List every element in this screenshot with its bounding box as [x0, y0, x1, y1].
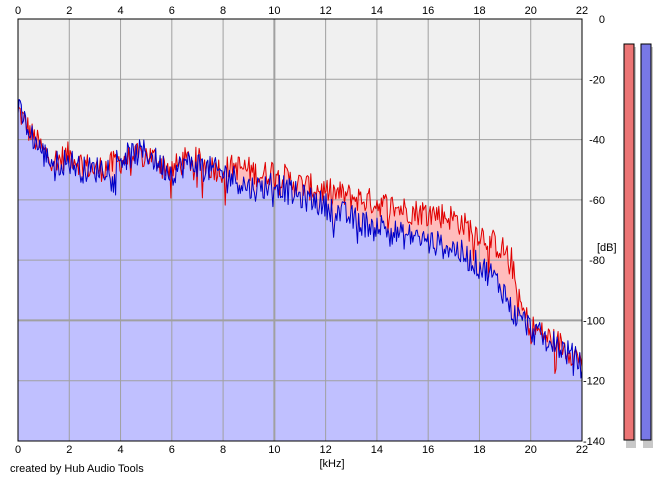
x-tick-top-22: 22 — [576, 5, 588, 17]
x-tick-top-8: 8 — [220, 5, 226, 17]
y-tick--40: -40 — [589, 135, 605, 147]
spectrum-lines — [17, 99, 583, 379]
y-tick--120: -120 — [583, 376, 605, 388]
x-tick-top-4: 4 — [117, 5, 123, 17]
y-tick--140: -140 — [583, 436, 605, 448]
x-tick-bottom-18: 18 — [473, 444, 485, 456]
x-tick-top-14: 14 — [371, 5, 383, 17]
meter-bar-channel-1 — [623, 43, 635, 441]
x-tick-bottom-10: 10 — [268, 444, 280, 456]
x-tick-bottom-16: 16 — [422, 444, 434, 456]
credit-text: created by Hub Audio Tools — [10, 463, 144, 475]
y-tick--60: -60 — [589, 195, 605, 207]
x-tick-top-12: 12 — [320, 5, 332, 17]
x-tick-top-20: 20 — [525, 5, 537, 17]
x-tick-bottom-2: 2 — [66, 444, 72, 456]
x-tick-top-0: 0 — [15, 5, 21, 17]
x-axis-title: [kHz] — [319, 458, 344, 470]
x-tick-bottom-8: 8 — [220, 444, 226, 456]
x-tick-bottom-14: 14 — [371, 444, 383, 456]
x-tick-bottom-6: 6 — [169, 444, 175, 456]
series-2-line — [17, 99, 583, 379]
series-2-area — [18, 99, 582, 441]
x-tick-bottom-4: 4 — [117, 444, 123, 456]
level-meters — [623, 43, 653, 448]
x-tick-top-16: 16 — [422, 5, 434, 17]
y-axis-title: [dB] — [597, 242, 617, 254]
meter-bar-channel-2 — [640, 43, 652, 441]
x-tick-top-6: 6 — [169, 5, 175, 17]
x-tick-bottom-12: 12 — [320, 444, 332, 456]
x-tick-bottom-0: 0 — [15, 444, 21, 456]
x-tick-top-2: 2 — [66, 5, 72, 17]
plot-border — [17, 18, 583, 442]
spectrum-fills — [18, 99, 582, 441]
y-tick--80: -80 — [589, 255, 605, 267]
x-tick-top-18: 18 — [473, 5, 485, 17]
y-tick--20: -20 — [589, 74, 605, 86]
tick-labels: 002244668810101212141416161818202022220-… — [15, 5, 605, 456]
y-tick-0: 0 — [599, 14, 605, 26]
x-tick-top-10: 10 — [268, 5, 280, 17]
x-tick-bottom-22: 22 — [576, 444, 588, 456]
x-tick-bottom-20: 20 — [525, 444, 537, 456]
y-tick--100: -100 — [583, 315, 605, 327]
series-1-line — [17, 105, 583, 374]
